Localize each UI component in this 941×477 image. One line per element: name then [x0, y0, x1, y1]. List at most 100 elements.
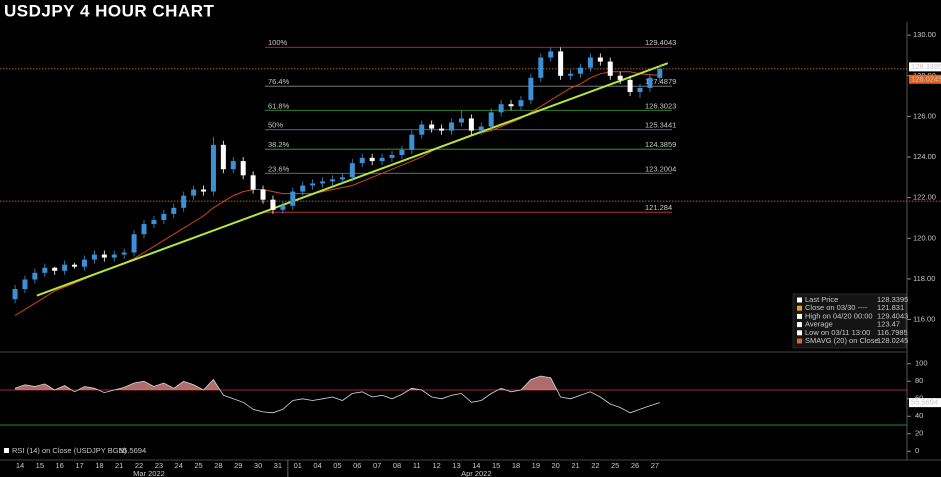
x-tick-label: 15	[36, 461, 44, 470]
y-tick-label: 124.00	[913, 152, 936, 161]
rsi-y-tick-label: 20	[915, 429, 923, 438]
x-tick-label: 16	[56, 461, 64, 470]
x-tick-label: 25	[611, 461, 619, 470]
candle-body	[518, 100, 524, 107]
chart-title: USDJPY 4 HOUR CHART	[4, 1, 215, 20]
x-tick-label: 18	[512, 461, 520, 470]
x-tick-label: 18	[95, 461, 103, 470]
x-tick-label: 27	[651, 461, 659, 470]
x-tick-label: 30	[254, 461, 262, 470]
legend-label: Average	[805, 320, 833, 329]
fib-value: 123.2004	[645, 164, 676, 173]
candle-body	[379, 157, 385, 162]
rsi-y-tick-label: 0	[915, 446, 919, 455]
x-tick-label: 11	[413, 461, 421, 470]
candle-body	[12, 289, 18, 300]
x-tick-label: 21	[115, 461, 123, 470]
x-tick-label: 21	[571, 461, 579, 470]
candle-body	[339, 177, 345, 180]
fib-value: 129.4043	[645, 38, 676, 47]
fib-label: 61.8%	[268, 101, 290, 110]
rsi-overbought-fill	[15, 376, 660, 390]
rsi-legend-swatch	[4, 448, 9, 453]
candle-body	[290, 191, 296, 206]
fib-label: 23.6%	[268, 164, 290, 173]
y-tick-label: 120.00	[913, 233, 936, 242]
x-tick-label: 01	[294, 461, 302, 470]
candle-body	[121, 252, 127, 255]
legend-label: Last Price	[805, 295, 838, 304]
candle-body	[508, 104, 514, 107]
candle-body	[32, 272, 38, 280]
candle-body	[22, 279, 28, 290]
x-tick-label: 24	[175, 461, 183, 470]
legend-label: SMAVG (20) on Close	[805, 336, 879, 345]
fib-label: 50%	[268, 121, 283, 130]
candle-body	[607, 61, 613, 76]
candle-body	[220, 144, 226, 170]
candle-body	[42, 267, 48, 273]
legend-swatch	[797, 330, 802, 336]
x-tick-label: 28	[214, 461, 222, 470]
candle-body	[488, 112, 494, 127]
x-tick-label: 22	[135, 461, 143, 470]
candle-body	[528, 77, 534, 101]
candle-body	[637, 87, 643, 93]
x-tick-label: 29	[234, 461, 242, 470]
candle-body	[349, 163, 355, 178]
x-tick-label: 08	[393, 461, 401, 470]
legend-value: 116.7985	[877, 328, 908, 337]
candle-body	[548, 51, 554, 58]
candle-body	[181, 195, 187, 208]
x-tick-label: 31	[274, 461, 282, 470]
y-tick-label: 116.00	[913, 315, 935, 324]
fib-label: 76.4%	[268, 77, 290, 86]
y-tick-label: 122.00	[913, 193, 936, 202]
candle-body	[449, 122, 455, 131]
fib-value: 127.4879	[645, 77, 676, 86]
candle-body	[498, 104, 504, 113]
candle-body	[419, 124, 425, 135]
rsi-y-tick-label: 40	[915, 411, 923, 420]
x-tick-label: 26	[631, 461, 639, 470]
last-price-tag-bg	[909, 62, 941, 72]
candle-body	[310, 183, 316, 186]
rsi-line	[14, 375, 660, 414]
legend-swatch	[797, 338, 802, 344]
legend-box	[792, 293, 907, 349]
candle-body	[81, 259, 87, 267]
candle-body	[429, 124, 435, 129]
x-tick-label: 14	[16, 461, 24, 470]
candle-body	[647, 77, 653, 88]
candle-body	[617, 75, 623, 80]
candle-body	[52, 267, 58, 271]
legend-value: 123.47	[877, 320, 900, 329]
rsi-tag: 55.5694	[911, 398, 938, 407]
x-tick-label: 06	[353, 461, 361, 470]
rsi-legend-value: 55.5694	[119, 446, 146, 455]
candle-body	[359, 157, 365, 164]
rsi-y-tick-label: 100	[915, 359, 928, 368]
candle-body	[62, 264, 68, 271]
x-tick-label: 25	[194, 461, 202, 470]
legend-value: 128.3395	[877, 295, 908, 304]
legend-value: 129.4043	[877, 311, 908, 320]
candle-body	[141, 224, 147, 235]
candle-body	[478, 126, 484, 131]
x-tick-label: 19	[532, 461, 540, 470]
candle-body	[250, 175, 256, 190]
candle-body	[458, 118, 464, 123]
x-tick-label: 13	[452, 461, 460, 470]
candle-body	[468, 118, 474, 131]
x-tick-label: 20	[552, 461, 560, 470]
candle-body	[597, 57, 603, 62]
candle-body	[369, 157, 375, 162]
rsi-legend-label: RSI (14) on Close (USDJPY BGN)	[12, 446, 127, 455]
candle-body	[171, 207, 177, 214]
legend-label: Low on 03/11 13:00	[805, 328, 870, 337]
x-tick-label: 17	[75, 461, 83, 470]
legend-value: 121.831	[877, 303, 904, 312]
fib-value: 125.3441	[645, 121, 676, 130]
